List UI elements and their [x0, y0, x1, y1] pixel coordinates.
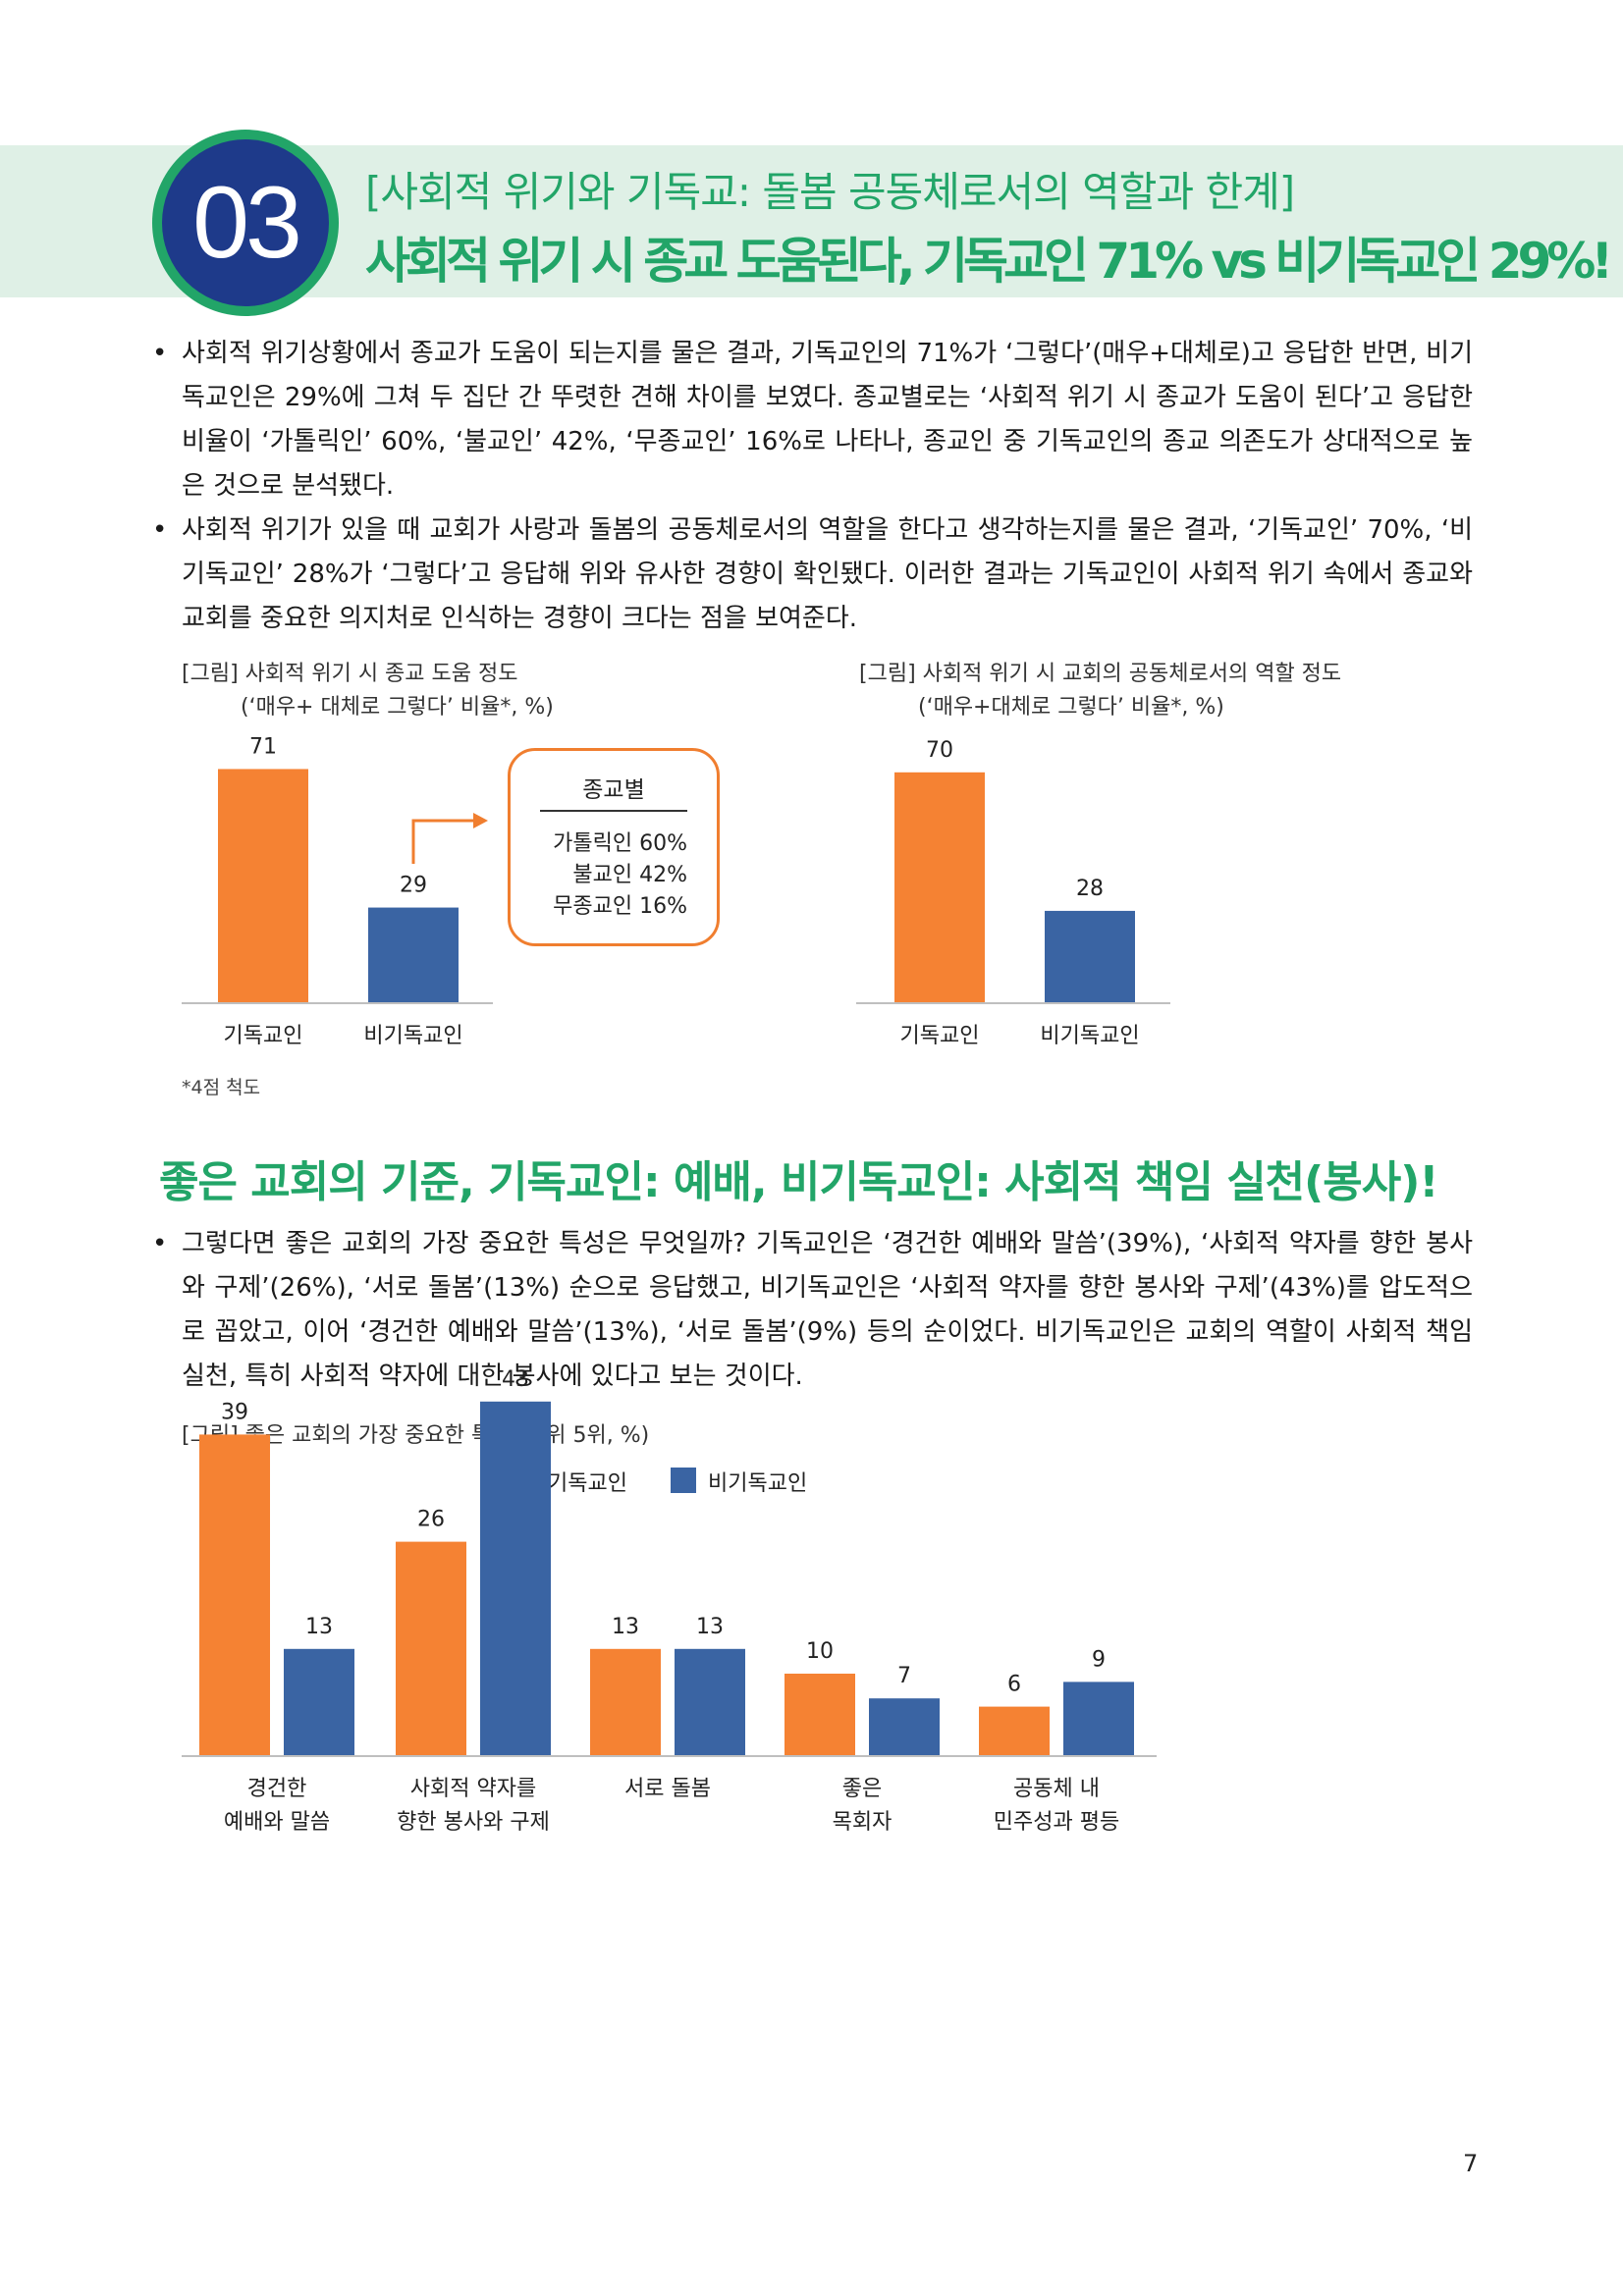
data-label: 70 — [926, 738, 953, 763]
paragraph-text: 사회적 위기가 있을 때 교회가 사랑과 돌봄의 공동체로서의 역할을 한다고 … — [182, 515, 1473, 633]
bar — [784, 1674, 855, 1756]
bar — [284, 1648, 354, 1756]
footnote: *4점 척도 — [182, 1077, 261, 1098]
data-label: 7 — [897, 1664, 911, 1688]
callout-row: 불교인 42% — [572, 857, 687, 888]
x-tick-label: 서로 돌봄 — [624, 1777, 711, 1801]
callout-row-value: 16% — [639, 894, 687, 919]
bullet: • — [152, 515, 168, 545]
callout-row-label: 불교인 — [572, 863, 633, 887]
callout-row-value: 60% — [639, 831, 687, 856]
bar — [218, 769, 308, 1003]
bar — [675, 1648, 745, 1756]
data-label: 71 — [249, 734, 277, 759]
x-tick-label: 민주성과 평등 — [994, 1810, 1119, 1835]
section-number-badge: 03 — [152, 130, 339, 316]
callout-divider — [540, 810, 687, 812]
section-number: 03 — [162, 139, 329, 306]
x-tick-label: 비기독교인 — [363, 1024, 462, 1048]
bar — [1045, 910, 1135, 1003]
bullet: • — [152, 339, 168, 368]
chart1-caption-unit: (‘매우+ 대체로 그렇다’ 비율*, %) — [241, 695, 554, 720]
data-label: 28 — [1076, 877, 1104, 901]
data-label: 29 — [400, 874, 427, 898]
bar — [480, 1401, 551, 1756]
x-tick-label: 비기독교인 — [1040, 1024, 1139, 1048]
x-tick-label: 경건한 — [247, 1777, 307, 1801]
x-tick-label: 기독교인 — [224, 1024, 303, 1048]
paragraph-text: 그렇다면 좋은 교회의 가장 중요한 특성은 무엇일까? 기독교인은 ‘경건한 … — [182, 1229, 1473, 1391]
paragraph-text: 사회적 위기상황에서 종교가 도움이 되는지를 물은 결과, 기독교인의 71%… — [182, 339, 1473, 501]
data-label: 13 — [612, 1615, 639, 1639]
chart2-caption: [그림] 사회적 위기 시 교회의 공동체로서의 역할 정도 — [859, 662, 1342, 686]
x-tick-label: 좋은 — [842, 1777, 882, 1801]
bullet: • — [152, 1229, 168, 1258]
callout-arrowhead — [473, 813, 488, 828]
x-tick-label: 기독교인 — [900, 1024, 980, 1048]
bar — [199, 1434, 270, 1756]
bar — [1063, 1682, 1134, 1756]
legend-label: 기독교인 — [548, 1471, 627, 1496]
paragraph-3: • 그렇다면 좋은 교회의 가장 중요한 특성은 무엇일까? 기독교인은 ‘경건… — [152, 1222, 1473, 1399]
paragraph-1: • 사회적 위기상황에서 종교가 도움이 되는지를 물은 결과, 기독교인의 7… — [152, 332, 1473, 508]
data-label: 26 — [417, 1508, 445, 1532]
bar — [869, 1698, 940, 1756]
x-tick-label: 공동체 내 — [1013, 1777, 1100, 1801]
callout-row-label: 가톨릭인 — [553, 831, 633, 856]
data-label: 13 — [305, 1615, 333, 1639]
chart2-caption-unit: (‘매우+대체로 그렇다’ 비율*, %) — [918, 695, 1224, 720]
legend-swatch — [671, 1468, 696, 1493]
bar — [979, 1706, 1050, 1756]
page-number: 7 — [1463, 2150, 1479, 2177]
bar — [368, 907, 459, 1003]
callout-row: 가톨릭인 60% — [553, 826, 687, 857]
callout-row: 무종교인 16% — [553, 888, 687, 920]
section-title: 사회적 위기 시 종교 도움된다, 기독교인 71% vs 비기독교인 29%! — [365, 233, 1613, 290]
data-label: 9 — [1092, 1647, 1106, 1672]
bar — [396, 1541, 466, 1756]
x-tick-label: 목회자 — [833, 1810, 893, 1835]
callout-row-value: 42% — [639, 863, 687, 887]
paragraph-2: • 사회적 위기가 있을 때 교회가 사랑과 돌봄의 공동체로서의 역할을 한다… — [152, 508, 1473, 641]
data-label: 6 — [1007, 1673, 1021, 1697]
legend-label: 비기독교인 — [708, 1471, 808, 1496]
data-label: 39 — [221, 1400, 248, 1424]
callout-title: 종교별 — [582, 777, 645, 803]
x-tick-label: 사회적 약자를 — [410, 1777, 536, 1801]
data-label: 10 — [806, 1639, 834, 1664]
bar — [590, 1648, 661, 1756]
bar — [894, 772, 985, 1003]
x-tick-label: 예배와 말씀 — [224, 1810, 330, 1835]
section-subtitle: [사회적 위기와 기독교: 돌봄 공동체로서의 역할과 한계] — [365, 168, 1295, 216]
callout-row-label: 무종교인 — [553, 894, 633, 919]
data-label: 13 — [696, 1615, 724, 1639]
callout-connector — [411, 819, 473, 864]
section2-title: 좋은 교회의 기준, 기독교인: 예배, 비기독교인: 사회적 책임 실천(봉사… — [159, 1157, 1438, 1207]
data-label: 43 — [502, 1367, 529, 1392]
x-tick-label: 향한 봉사와 구제 — [397, 1810, 550, 1835]
chart1-caption: [그림] 사회적 위기 시 종교 도움 정도 — [182, 662, 518, 686]
religion-callout: 종교별 가톨릭인 60% 불교인 42% 무종교인 16% — [508, 748, 720, 946]
